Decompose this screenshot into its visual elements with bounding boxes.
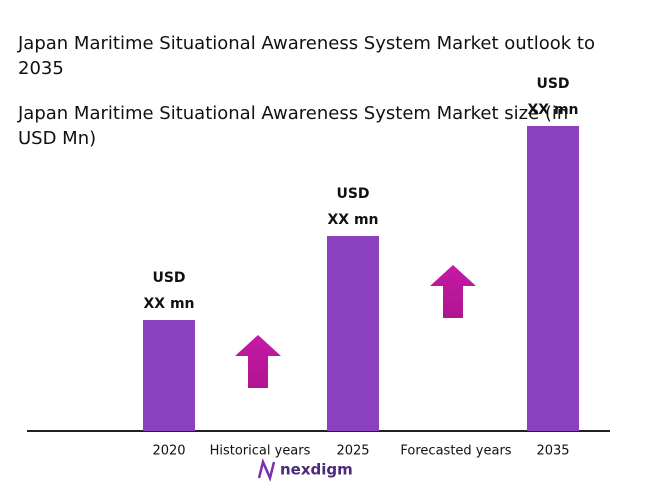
x-tick-label: 2020 bbox=[152, 444, 185, 459]
chart-subtitle: Japan Maritime Situational Awareness Sys… bbox=[18, 103, 569, 149]
value-label: USD XX mn bbox=[527, 76, 578, 118]
logo-icon bbox=[257, 458, 276, 482]
growth-arrow bbox=[235, 335, 281, 388]
bar bbox=[143, 320, 195, 431]
x-tick-label: 2025 bbox=[336, 444, 369, 459]
growth-arrow bbox=[430, 265, 476, 318]
chart-title: Japan Maritime Situational Awareness Sys… bbox=[18, 33, 595, 79]
bar bbox=[527, 126, 579, 431]
value-label: USD XX mn bbox=[143, 270, 194, 312]
period-label: Historical years bbox=[210, 444, 311, 459]
value-label: USD XX mn bbox=[327, 186, 378, 228]
x-tick-label: 2035 bbox=[536, 444, 569, 459]
period-label: Forecasted years bbox=[400, 444, 511, 459]
logo: nexdigm bbox=[280, 461, 353, 479]
bar bbox=[327, 236, 379, 431]
